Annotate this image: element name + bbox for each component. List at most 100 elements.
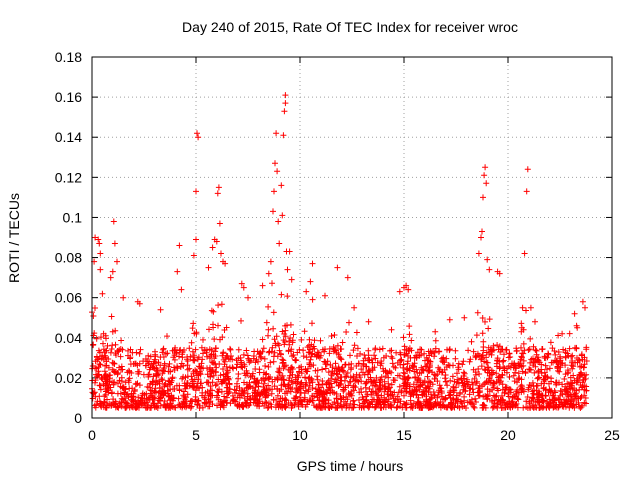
data-point xyxy=(149,387,156,394)
data-point xyxy=(221,361,228,368)
data-point xyxy=(296,394,303,401)
data-point xyxy=(446,316,453,323)
data-point xyxy=(526,366,533,373)
data-point xyxy=(261,355,268,362)
data-point xyxy=(286,248,293,255)
data-point xyxy=(515,362,522,369)
x-tick-label: 10 xyxy=(292,427,308,443)
data-point xyxy=(288,276,295,283)
data-point xyxy=(580,376,587,383)
data-point xyxy=(489,386,496,393)
data-point xyxy=(283,403,290,409)
data-point xyxy=(234,394,241,401)
data-point xyxy=(131,386,138,393)
data-point xyxy=(378,358,385,365)
data-point xyxy=(255,358,261,365)
data-point xyxy=(336,382,343,388)
data-point xyxy=(476,388,483,394)
data-point xyxy=(182,385,189,392)
data-point xyxy=(176,242,183,249)
data-point xyxy=(465,347,472,354)
data-point xyxy=(91,389,98,396)
data-point xyxy=(170,386,176,392)
data-point xyxy=(427,348,434,355)
data-point xyxy=(311,345,318,352)
data-point xyxy=(436,382,443,389)
data-point xyxy=(499,392,505,399)
data-point xyxy=(173,382,180,389)
data-point xyxy=(525,386,532,393)
data-point xyxy=(122,404,129,411)
data-point xyxy=(199,404,206,411)
data-point xyxy=(426,364,433,371)
data-markers xyxy=(89,92,590,411)
data-point xyxy=(213,238,220,245)
data-point xyxy=(107,274,114,281)
data-point xyxy=(424,373,431,380)
data-point xyxy=(201,394,208,401)
data-point xyxy=(216,386,223,393)
data-point xyxy=(254,397,261,404)
data-point xyxy=(442,378,449,385)
data-point xyxy=(273,130,280,137)
data-point xyxy=(532,318,538,325)
data-point xyxy=(101,368,108,375)
data-point xyxy=(276,347,283,354)
data-point xyxy=(344,274,351,281)
data-point xyxy=(431,392,438,399)
data-point xyxy=(432,345,439,352)
data-point xyxy=(471,404,478,411)
data-point xyxy=(393,404,400,411)
data-point xyxy=(95,364,102,371)
data-point xyxy=(480,338,487,345)
data-point xyxy=(568,353,575,360)
data-point xyxy=(415,394,422,401)
data-point xyxy=(466,358,473,365)
data-point xyxy=(464,381,471,388)
data-point xyxy=(358,389,365,396)
data-point xyxy=(442,372,449,378)
data-point xyxy=(275,218,282,225)
data-point xyxy=(569,365,576,372)
data-point xyxy=(327,387,334,394)
data-point xyxy=(461,314,468,321)
data-point xyxy=(338,346,345,352)
data-point xyxy=(98,334,104,341)
data-point xyxy=(170,394,177,401)
data-point xyxy=(174,363,181,370)
data-point xyxy=(198,360,205,367)
data-point xyxy=(307,278,314,285)
data-point xyxy=(267,374,274,380)
data-point xyxy=(400,400,407,407)
data-point xyxy=(373,392,380,399)
data-point xyxy=(417,346,424,353)
data-point xyxy=(97,250,104,257)
data-point xyxy=(496,379,503,386)
x-axis-label: GPS time / hours xyxy=(297,458,404,474)
data-point xyxy=(244,352,251,359)
data-point xyxy=(401,351,408,358)
data-point xyxy=(505,354,512,361)
data-point xyxy=(476,385,483,392)
data-point xyxy=(221,327,228,333)
data-point xyxy=(153,365,160,372)
data-point xyxy=(579,298,586,305)
data-point xyxy=(329,384,335,391)
data-point xyxy=(290,331,297,338)
data-point xyxy=(287,384,294,391)
data-point xyxy=(364,391,371,398)
data-point xyxy=(350,404,357,411)
data-point xyxy=(540,403,547,410)
data-point xyxy=(282,100,289,107)
data-point xyxy=(224,367,231,374)
data-point xyxy=(388,326,395,333)
data-point xyxy=(218,378,225,385)
plot-frame xyxy=(91,56,613,419)
data-point xyxy=(296,346,303,353)
data-point xyxy=(196,385,203,392)
data-point xyxy=(250,355,257,362)
data-point xyxy=(118,378,125,385)
data-point xyxy=(507,389,514,396)
data-point xyxy=(147,390,154,397)
data-point xyxy=(149,396,156,403)
